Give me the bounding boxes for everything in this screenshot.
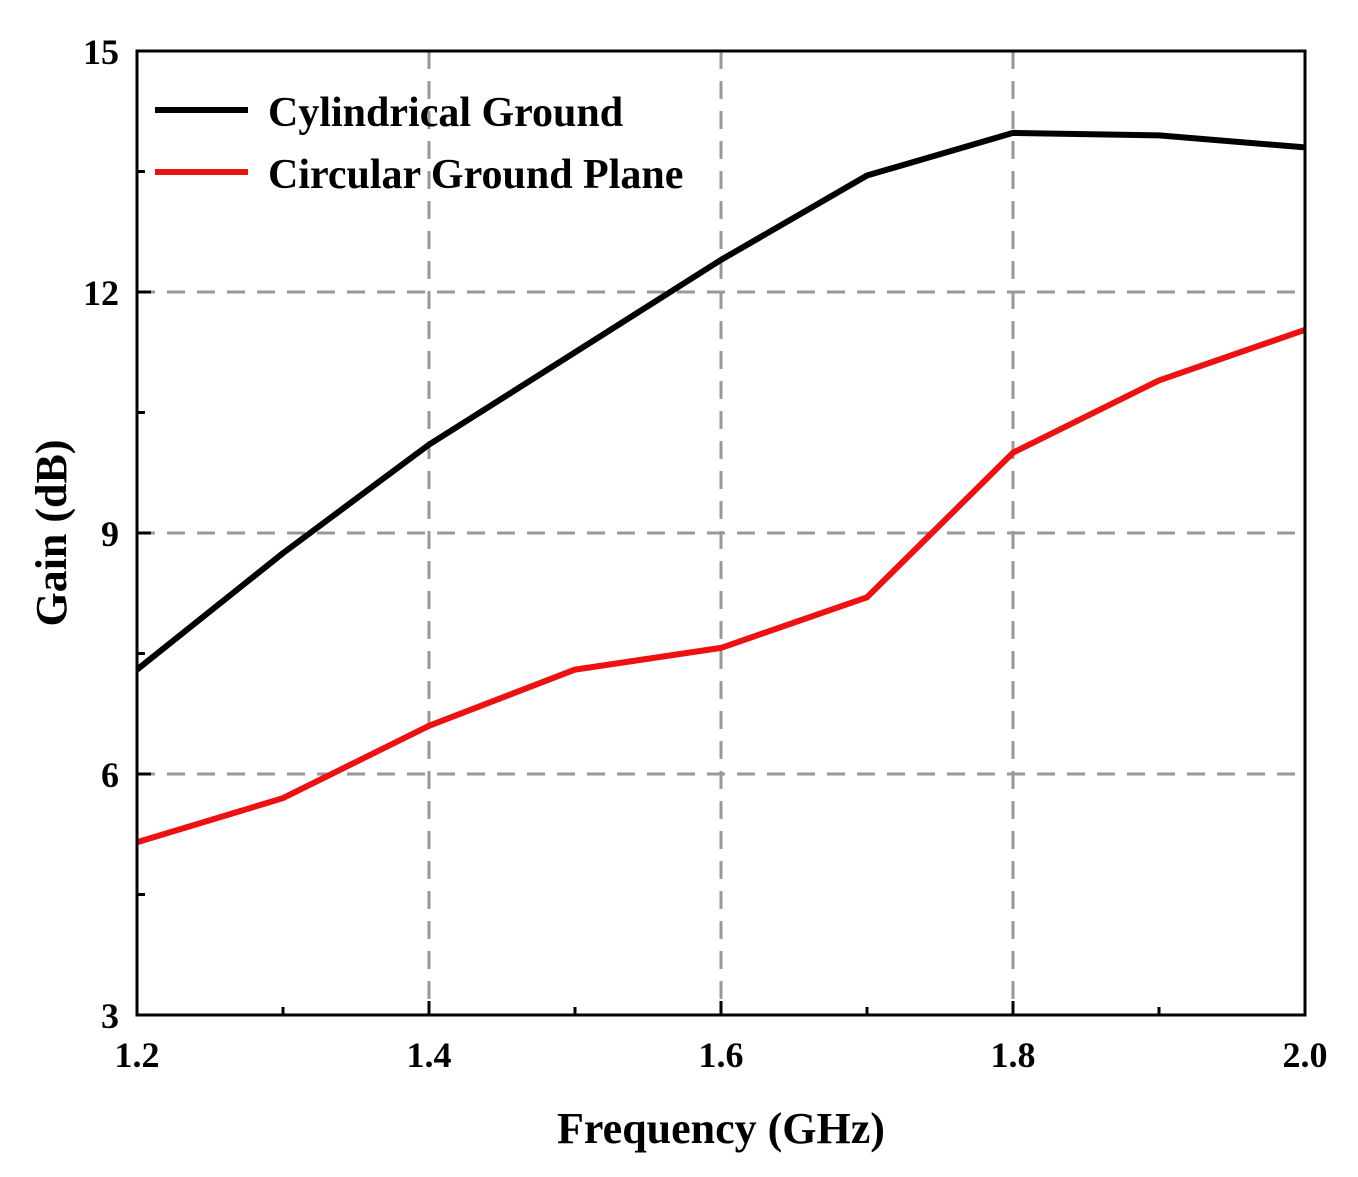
x-tick-label-1-6: 1.6	[699, 1035, 744, 1075]
x-tick-label-1-4: 1.4	[407, 1035, 452, 1075]
ticks-layer	[135, 49, 1307, 1017]
legend-label-cylindrical-ground: Cylindrical Ground	[268, 90, 623, 136]
y-tick-label-6: 6	[101, 755, 119, 795]
series-layer	[135, 129, 1306, 846]
x-tick-label-2-0: 2.0	[1283, 1035, 1328, 1075]
x-tick-label-1-2: 1.2	[115, 1035, 160, 1075]
series-line-circular-ground-plane	[136, 326, 1306, 846]
y-tick-label-12: 12	[83, 273, 119, 313]
legend: Cylindrical Ground Circular Ground Plane	[155, 90, 683, 198]
x-axis-label: Frequency (GHz)	[557, 1104, 885, 1153]
y-tick-label-15: 15	[83, 32, 119, 72]
legend-label-circular-ground-plane: Circular Ground Plane	[268, 152, 683, 198]
y-axis-label: Gain (dB)	[27, 439, 76, 626]
series-line-cylindrical-ground	[135, 129, 1306, 672]
y-tick-label-9: 9	[101, 514, 119, 554]
y-tick-label-3: 3	[101, 996, 119, 1036]
tick-labels-layer: 1.2 1.4 1.6 1.8 2.0 3 6 9 12 15	[83, 32, 1328, 1075]
x-tick-label-1-8: 1.8	[991, 1035, 1036, 1075]
